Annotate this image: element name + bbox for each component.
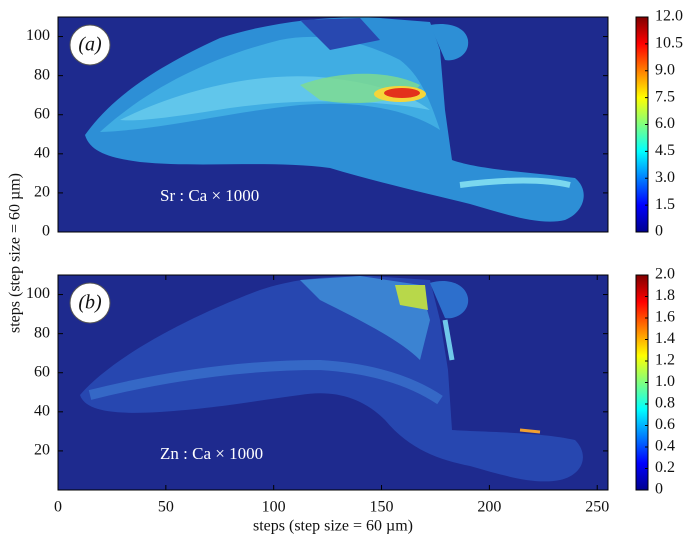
y-tick-label: 100 — [26, 285, 50, 302]
colorbar-tick-label: 1.4 — [655, 330, 675, 347]
panel-label: (a) — [78, 34, 102, 56]
colorbar-tick-label: 0.4 — [655, 438, 675, 455]
colorbar-tick-label: 4.5 — [655, 142, 675, 159]
plot-frame — [57, 274, 609, 491]
y-tick-label: 20 — [34, 184, 50, 201]
y-tick-label: 100 — [26, 27, 50, 44]
colorbar-tick-label: 3.0 — [655, 169, 675, 186]
colorbar-tick-label: 9.0 — [655, 61, 675, 78]
y-tick-label: 80 — [34, 324, 50, 341]
y-tick-label: 60 — [34, 105, 50, 122]
heatmap-image — [80, 276, 583, 482]
colorbar-tick-label: 1.8 — [655, 287, 675, 304]
x-tick-label: 150 — [370, 499, 394, 516]
colorbar-tick-label: 10.5 — [655, 35, 683, 52]
heatmap-image — [85, 17, 584, 222]
colorbar-tick-label: 1.0 — [655, 373, 675, 390]
colorbar-tick-label: 12.0 — [655, 8, 683, 25]
colorbar-tick-label: 2.0 — [655, 266, 675, 283]
y-tick-label: 80 — [34, 66, 50, 83]
y-tick-label: 0 — [42, 223, 50, 240]
x-tick-label: 200 — [477, 499, 501, 516]
colorbar-tick-label: 0.8 — [655, 395, 675, 412]
panel-label-badge — [69, 282, 111, 324]
x-tick-label: 250 — [585, 499, 609, 516]
colorbar-tick-label: 7.5 — [655, 88, 675, 105]
colorbar-tick-label: 0 — [655, 481, 663, 498]
colorbar-tick-label: 6.0 — [655, 115, 675, 132]
panel-label: (b) — [78, 292, 102, 314]
y-tick-label: 40 — [34, 144, 50, 161]
colorbar-tick-label: 0.6 — [655, 416, 675, 433]
y-tick-label: 40 — [34, 402, 50, 419]
colorbar-tick-label: 1.5 — [655, 196, 675, 213]
y-tick-label: 60 — [34, 363, 50, 380]
y-tick-label: 20 — [34, 442, 50, 459]
x-axis-label: steps (step size = 60 µm) — [253, 518, 413, 535]
plot-frame — [57, 16, 609, 233]
annotation: Sr : Ca × 1000 — [160, 186, 259, 205]
colorbar-tick-label: 1.6 — [655, 309, 675, 326]
y-axis-label: steps (step size = 60 µm) — [7, 173, 24, 333]
panel-label-badge — [69, 24, 111, 66]
colorbar-tick-label: 0.2 — [655, 459, 675, 476]
colorbar-tick-label: 0 — [655, 223, 663, 240]
x-tick-label: 0 — [54, 499, 62, 516]
annotation: Zn : Ca × 1000 — [160, 444, 263, 463]
x-tick-label: 50 — [158, 499, 174, 516]
x-tick-label: 100 — [262, 499, 286, 516]
colorbar-tick-label: 1.2 — [655, 352, 675, 369]
